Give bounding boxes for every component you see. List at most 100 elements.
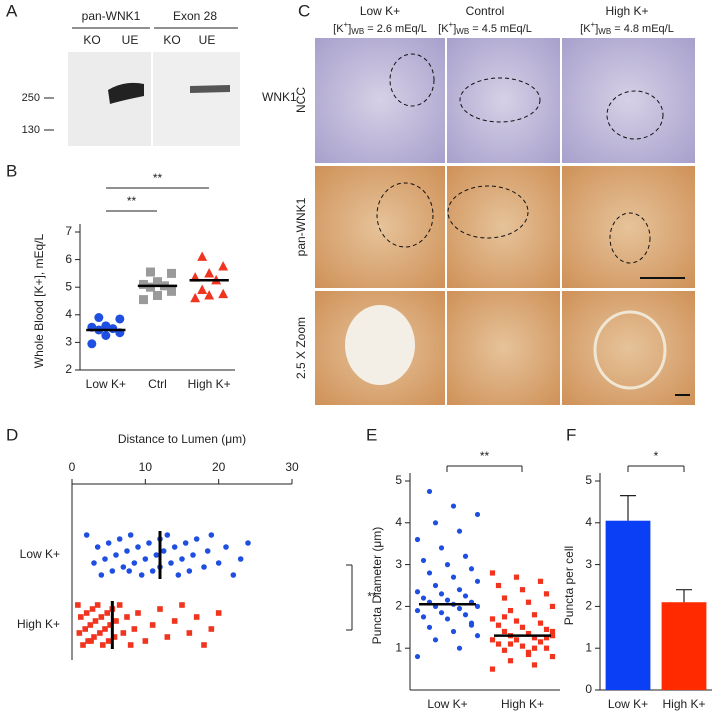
data-point (193, 536, 200, 542)
data-point (76, 630, 83, 636)
data-point (87, 622, 94, 628)
tubule-outline (459, 77, 541, 123)
data-point (201, 642, 207, 648)
data-point (124, 548, 130, 554)
data-point (142, 638, 149, 644)
data-point (101, 331, 111, 340)
error-bar (620, 495, 636, 521)
data-point (474, 633, 481, 639)
y-tick-label: 5 (65, 279, 72, 293)
significance-label: ** (127, 194, 137, 208)
blot-image (153, 52, 240, 146)
data-point (474, 511, 481, 518)
column-title: Low K+ (360, 4, 400, 18)
data-point (495, 582, 502, 589)
data-point (426, 488, 433, 495)
data-point (245, 540, 251, 546)
data-point (78, 614, 84, 620)
data-point (107, 622, 113, 628)
blot-band (108, 82, 144, 104)
data-point (85, 638, 91, 644)
data-point (94, 313, 104, 323)
data-point (91, 634, 97, 640)
category-label: Ctrl (148, 377, 167, 391)
band-label: WNK1 (262, 90, 297, 104)
data-point (462, 593, 469, 599)
data-point (543, 635, 550, 641)
tubule-outline (609, 212, 651, 264)
data-point (474, 578, 481, 584)
data-point (164, 532, 171, 538)
data-point (175, 572, 182, 578)
data-point (186, 568, 193, 574)
data-point (126, 568, 132, 574)
blot-group-title: Exon 28 (173, 9, 217, 23)
y-tick-label: 2 (65, 362, 72, 376)
data-point (182, 540, 189, 546)
data-point (450, 574, 457, 580)
data-point (149, 568, 156, 574)
data-point (456, 528, 463, 534)
data-point (197, 284, 208, 295)
data-point (168, 560, 174, 566)
micrograph (562, 38, 695, 163)
data-point (444, 597, 451, 603)
tubule-outline (376, 182, 434, 248)
category-label: Low K+ (86, 377, 126, 391)
column-title: Control (466, 4, 505, 18)
data-point (501, 647, 508, 653)
data-point (420, 614, 427, 620)
x-axis-label: Distance to Lumen (μm) (118, 432, 246, 446)
panel-label: B (6, 161, 17, 180)
data-point (204, 290, 215, 300)
tubule-outline (447, 185, 529, 239)
y-tick-label: 7 (65, 224, 72, 238)
category-label: Low K+ (427, 697, 467, 711)
data-point (208, 626, 215, 632)
data-point (131, 560, 138, 566)
data-point (204, 268, 215, 278)
data-point (513, 618, 520, 624)
category-label: Low K+ (20, 547, 60, 561)
tubule-outline (389, 53, 435, 107)
data-point (549, 628, 556, 635)
lane-label: KO (163, 33, 180, 47)
data-point (91, 560, 97, 566)
data-point (193, 614, 200, 620)
y-axis-label: Puncta Diameter (μm) (370, 527, 384, 645)
category-label: High K+ (662, 697, 705, 711)
data-point (432, 582, 439, 589)
data-point (519, 643, 526, 649)
data-point (444, 562, 451, 568)
column-subtitle: [K+]WB = 4.5 mEq/L (438, 20, 532, 36)
y-tick-label: 5 (585, 473, 592, 487)
data-point (116, 536, 123, 542)
y-tick-label: 3 (585, 557, 592, 571)
micrograph (562, 291, 695, 405)
lane-label: UE (199, 33, 216, 47)
data-point (513, 574, 520, 580)
data-point (474, 603, 481, 610)
data-point (186, 630, 193, 636)
data-point (208, 532, 215, 538)
y-axis-label: Puncta per cell (562, 546, 576, 625)
data-point (124, 614, 130, 620)
data-point (489, 666, 496, 672)
y-tick-label: 2 (585, 599, 592, 613)
data-point (149, 622, 156, 628)
data-point (549, 603, 556, 609)
data-point (507, 641, 514, 647)
data-point (120, 564, 127, 570)
significance-label: ** (153, 171, 163, 185)
data-point (146, 267, 155, 277)
data-point (531, 635, 538, 641)
data-point (92, 618, 99, 624)
data-point (83, 610, 90, 616)
data-point (501, 595, 508, 601)
data-point (489, 570, 496, 576)
y-tick-label: 1 (585, 640, 592, 654)
data-point (142, 556, 149, 562)
data-point (444, 616, 451, 622)
data-point (135, 610, 141, 616)
data-point (139, 279, 148, 289)
